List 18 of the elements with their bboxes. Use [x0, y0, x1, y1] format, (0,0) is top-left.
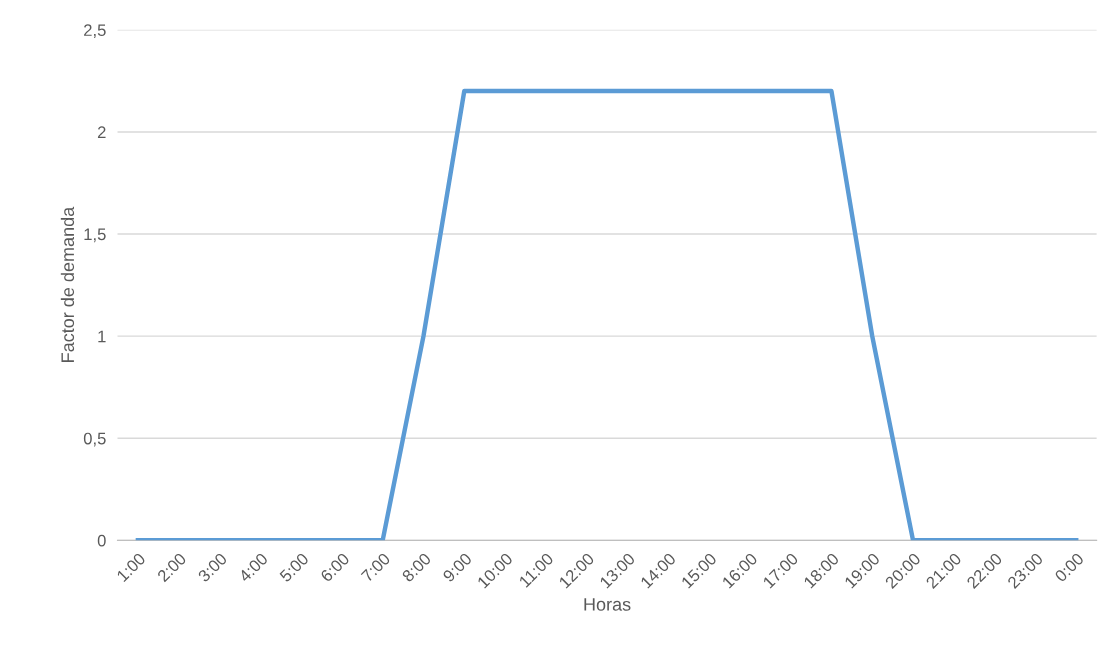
y-tick-label: 0	[97, 534, 106, 547]
x-tick-label: 7:00	[360, 552, 391, 583]
x-tick-label: 4:00	[237, 552, 269, 583]
y-tick-label: 2	[97, 126, 106, 138]
y-tick-label: 2,5	[84, 24, 106, 39]
y-tick-label: 1,5	[84, 228, 106, 243]
x-tick-label: 5:00	[278, 552, 310, 583]
y-tick-label: 1	[98, 330, 106, 343]
x-tick-label: 8:00	[401, 552, 432, 583]
y-axis-title: Factor de demanda	[60, 206, 75, 362]
y-tick-label: 0,5	[83, 432, 106, 447]
x-axis-title: Horas	[584, 598, 631, 611]
x-tick-label: 2:00	[156, 552, 187, 583]
x-tick-label: 6:00	[319, 552, 351, 583]
x-tick-label: 0:00	[1054, 552, 1085, 583]
x-tick-label: 3:00	[197, 552, 228, 583]
x-tick-label: 1:00	[116, 552, 147, 583]
x-tick-label: 9:00	[442, 552, 473, 583]
